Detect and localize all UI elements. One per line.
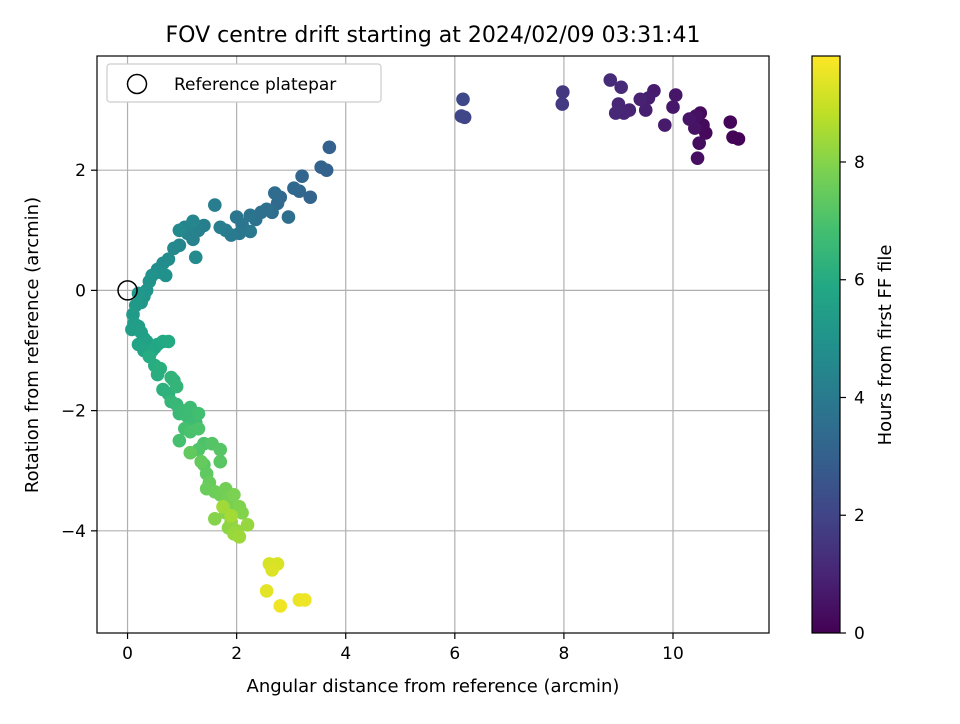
data-point: [169, 379, 184, 394]
plot-frame: [96, 55, 770, 634]
data-point: [188, 250, 203, 265]
y-tick-label: −2: [61, 402, 86, 422]
x-tick-label: 0: [122, 644, 133, 664]
data-point: [216, 499, 230, 514]
colorbar-ticks: 0 2 4 6 8: [840, 153, 865, 644]
data-point: [690, 151, 705, 165]
y-tick-label: −4: [61, 522, 86, 542]
data-point: [666, 100, 680, 114]
data-point: [167, 241, 181, 256]
data-point: [692, 136, 706, 150]
data-point: [608, 106, 623, 120]
data-point: [183, 445, 198, 460]
data-point: [213, 442, 228, 457]
x-tick-label: 10: [662, 644, 684, 664]
data-point: [224, 508, 238, 523]
data-points: [125, 73, 746, 613]
data-point: [232, 530, 247, 544]
data-point: [322, 140, 337, 155]
data-point: [208, 198, 222, 212]
data-point: [259, 584, 274, 598]
y-axis-label: Rotation from reference (arcmin): [22, 197, 43, 493]
data-point: [268, 186, 282, 200]
x-tick-label: 4: [340, 644, 351, 664]
data-point: [603, 73, 618, 87]
data-point: [191, 421, 206, 436]
data-point: [213, 220, 228, 235]
colorbar-tick-label: 0: [854, 624, 865, 644]
legend: Reference platepar: [106, 63, 382, 103]
grid: [97, 56, 769, 633]
reference-platepar-marker: [117, 280, 138, 301]
data-point: [314, 160, 328, 174]
data-point: [682, 112, 697, 126]
data-point: [172, 223, 187, 238]
chart-title: FOV centre drift starting at 2024/02/09 …: [166, 23, 701, 48]
colorbar-gradient: [811, 55, 841, 634]
data-point: [208, 512, 222, 526]
colorbar-tick-label: 2: [854, 506, 865, 526]
data-point: [638, 103, 653, 117]
data-point: [161, 334, 176, 349]
colorbar: 0 2 4 6 8 Hours from first FF file: [811, 55, 896, 644]
data-point: [213, 454, 228, 469]
data-point: [227, 487, 241, 502]
legend-box: [106, 63, 382, 103]
data-point: [555, 97, 570, 111]
data-point: [265, 563, 279, 577]
data-point: [243, 224, 258, 239]
legend-marker-icon: [126, 73, 148, 95]
colorbar-tick-label: 6: [854, 271, 865, 291]
y-tick-label: 0: [75, 281, 86, 301]
x-axis-label: Angular distance from reference (arcmin): [247, 676, 620, 697]
data-point: [273, 599, 288, 613]
data-point: [243, 208, 258, 223]
legend-label: Reference platepar: [174, 75, 336, 95]
data-point: [287, 181, 301, 196]
colorbar-tick-label: 4: [854, 388, 865, 408]
data-point: [194, 454, 208, 469]
data-point: [726, 130, 740, 144]
data-point: [658, 118, 672, 132]
data-point: [298, 593, 312, 607]
colorbar-label: Hours from first FF file: [875, 245, 896, 446]
x-tick-label: 6: [449, 644, 460, 664]
data-point: [456, 92, 470, 107]
data-point: [295, 169, 309, 184]
data-point: [633, 92, 648, 107]
data-point: [281, 210, 296, 224]
data-point: [454, 109, 469, 123]
data-point: [723, 115, 738, 129]
data-point: [186, 214, 200, 229]
x-tick-label: 2: [231, 644, 242, 664]
data-point: [158, 268, 173, 283]
y-ticks: −4 −2 0 2: [61, 161, 97, 542]
data-point: [191, 406, 206, 421]
x-tick-label: 8: [558, 644, 569, 664]
y-tick-label: 2: [75, 161, 86, 181]
data-point: [235, 505, 249, 520]
data-point: [240, 518, 255, 532]
data-point: [153, 361, 168, 376]
data-point: [229, 210, 244, 224]
data-point: [614, 80, 628, 95]
data-point: [172, 433, 187, 448]
x-ticks: 0 2 4 6 8 10: [122, 633, 684, 664]
data-point: [303, 190, 318, 205]
data-point: [556, 85, 570, 99]
colorbar-tick-label: 8: [854, 153, 865, 173]
data-point: [668, 88, 683, 102]
